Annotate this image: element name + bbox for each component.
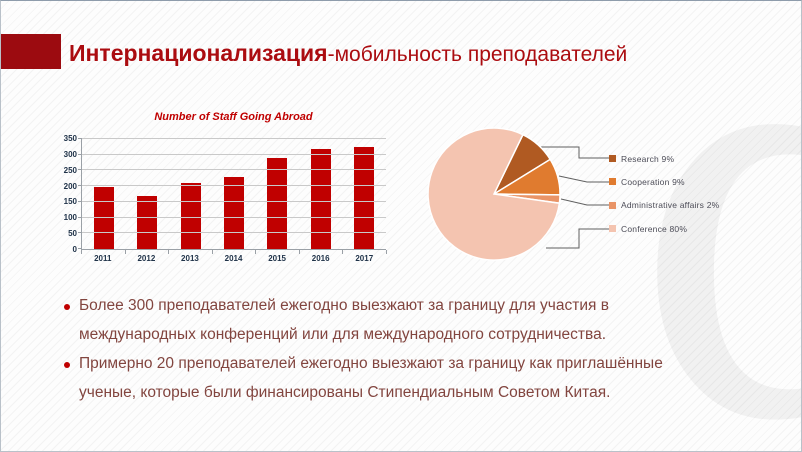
gridline [82, 138, 386, 139]
bar-cell [125, 139, 168, 249]
pie-slice-conference [427, 127, 561, 261]
legend-marker [609, 178, 616, 186]
bar-cell [299, 139, 342, 249]
x-tick-label: 2012 [137, 254, 156, 263]
x-tick [124, 250, 126, 254]
y-tick [78, 138, 82, 139]
legend-item: Administrative affairs 2% [609, 198, 719, 213]
bar-2015 [267, 157, 288, 249]
pie-leader-lines [539, 146, 614, 249]
y-tick [78, 153, 82, 155]
pie-legend: Research 9% Cooperation 9% Administrative … [609, 151, 719, 236]
y-tick [78, 169, 82, 171]
bullet-text: Более 300 преподавателей ежегодно выезжа… [79, 297, 609, 343]
legend-marker [609, 225, 616, 233]
legend-label: Research 9% [621, 153, 675, 164]
y-tick-label: 250 [63, 165, 77, 175]
bar-2016 [310, 149, 331, 249]
y-tick [78, 185, 82, 187]
title-accent-box [1, 34, 61, 69]
legend-marker [609, 201, 616, 209]
bar-cell [82, 139, 125, 249]
bar-plot [78, 138, 386, 250]
gridline [82, 200, 386, 202]
bar-2017 [354, 147, 375, 249]
bullet-item: Примерно 20 преподавателей ежегодно выез… [64, 350, 679, 407]
y-tick-label: 0 [72, 245, 77, 254]
x-tick [211, 250, 213, 254]
y-tick-label: 150 [63, 197, 77, 207]
slide-title-bold: Интернационализация [69, 40, 328, 66]
x-axis-labels: 2011 2012 2013 2014 2015 2016 2017 [81, 254, 386, 263]
x-tick [342, 250, 344, 254]
legend-label: Conference 80% [621, 223, 688, 234]
y-tick-label: 100 [63, 213, 77, 223]
legend-label: Administrative affairs 2% [621, 200, 720, 211]
y-tick [78, 216, 82, 218]
x-tick-label: 2016 [311, 254, 330, 263]
bar-cell [212, 139, 255, 249]
legend-item: Conference 80% [609, 221, 719, 236]
x-tick [81, 250, 82, 254]
gridline [82, 216, 386, 218]
bar-chart-title: Number of Staff Going Abroad [154, 111, 313, 123]
x-tick [298, 250, 300, 254]
bar-2012 [137, 195, 158, 249]
x-tick-label: 2011 [94, 254, 112, 263]
legend-label: Cooperation 9% [621, 176, 685, 187]
bullet-list: Более 300 преподавателей ежегодно выезжа… [64, 292, 679, 408]
slide-title: Интернационализация-мобильность преподав… [69, 32, 627, 69]
y-tick [78, 232, 82, 234]
bar-cell [256, 139, 299, 249]
y-tick-label: 200 [63, 181, 77, 191]
x-tick-label: 2014 [224, 254, 243, 263]
bar-2011 [93, 186, 114, 249]
bullet-item: Более 300 преподавателей ежегодно выезжа… [64, 292, 679, 349]
x-tick-label: 2017 [355, 254, 374, 263]
legend-item: Cooperation 9% [609, 174, 719, 189]
y-tick [78, 200, 82, 202]
legend-marker [609, 155, 616, 162]
gridline [82, 185, 386, 187]
gridline [82, 232, 386, 234]
bar-cell [343, 139, 386, 249]
slide-title-rest: -мобильность преподавателей [327, 43, 628, 66]
x-tick-label: 2015 [268, 254, 286, 263]
y-tick-label: 300 [63, 149, 77, 159]
x-tick [168, 250, 170, 254]
pie-svg [427, 127, 614, 261]
x-tick [386, 250, 387, 254]
y-tick-label: 50 [68, 229, 77, 239]
x-tick-label: 2013 [181, 254, 199, 263]
y-tick-label: 350 [63, 134, 77, 143]
x-tick [255, 250, 257, 254]
legend-item: Research 9% [609, 151, 719, 166]
pie-slices [427, 127, 561, 261]
bar-2014 [223, 176, 244, 249]
y-tick [78, 248, 82, 249]
gridline [82, 153, 386, 155]
x-axis-ticks [81, 250, 387, 254]
y-axis-labels: 0 50 100 150 200 250 300 350 [39, 134, 77, 254]
gridline [82, 169, 386, 171]
bullet-text: Примерно 20 преподавателей ежегодно выез… [79, 355, 663, 401]
